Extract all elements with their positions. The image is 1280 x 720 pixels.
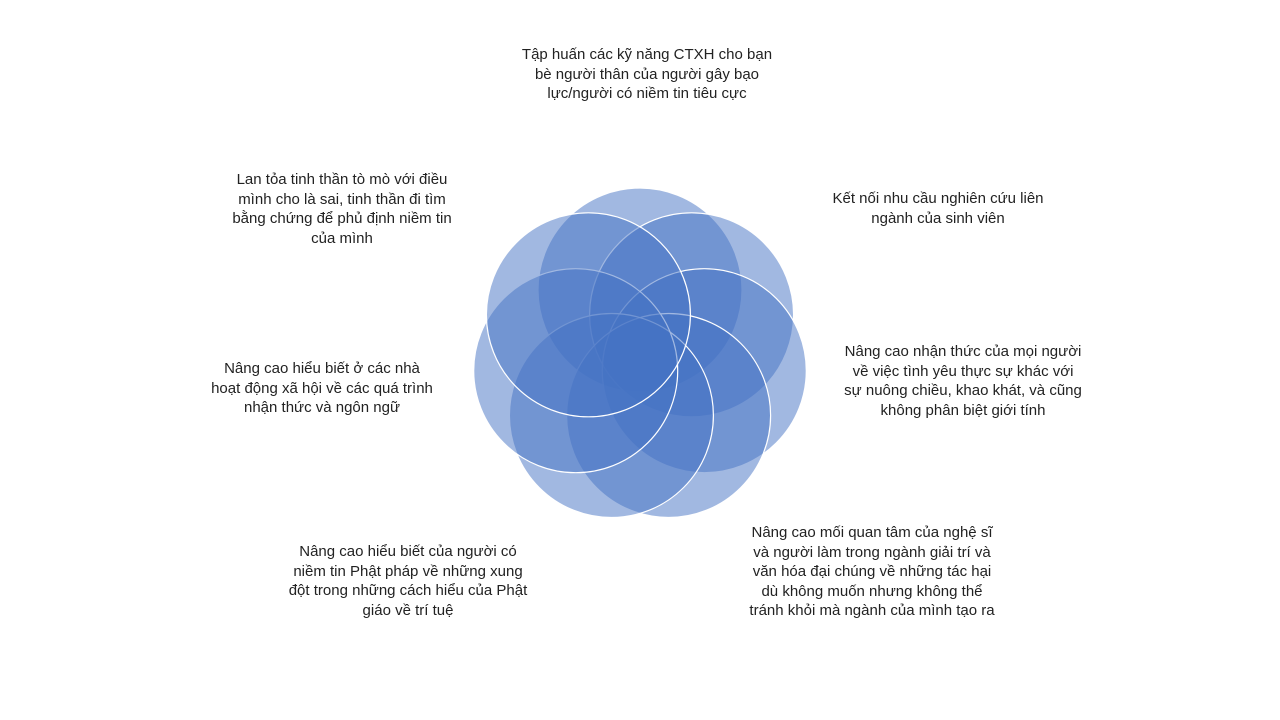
circle-group [473, 187, 807, 519]
label-right: Nâng cao nhận thức của mọi người về việc… [844, 343, 1082, 419]
label-top-right: Kết nối nhu cầu nghiên cứu liên ngành củ… [832, 190, 1044, 227]
venn-circle-7 [485, 212, 692, 418]
label-left: Nâng cao hiểu biết ở các nhà hoạt động x… [211, 360, 433, 416]
label-top-left: Lan tỏa tinh thần tò mò với điều mình ch… [232, 171, 452, 247]
label-top: Tập huấn các kỹ năng CTXH cho bạn bè ngư… [521, 46, 773, 102]
label-bottom-left: Nâng cao hiểu biết của người có niềm tin… [288, 543, 528, 619]
label-bottom-right: Nâng cao mối quan tâm của nghệ sĩ và ngư… [749, 524, 995, 619]
